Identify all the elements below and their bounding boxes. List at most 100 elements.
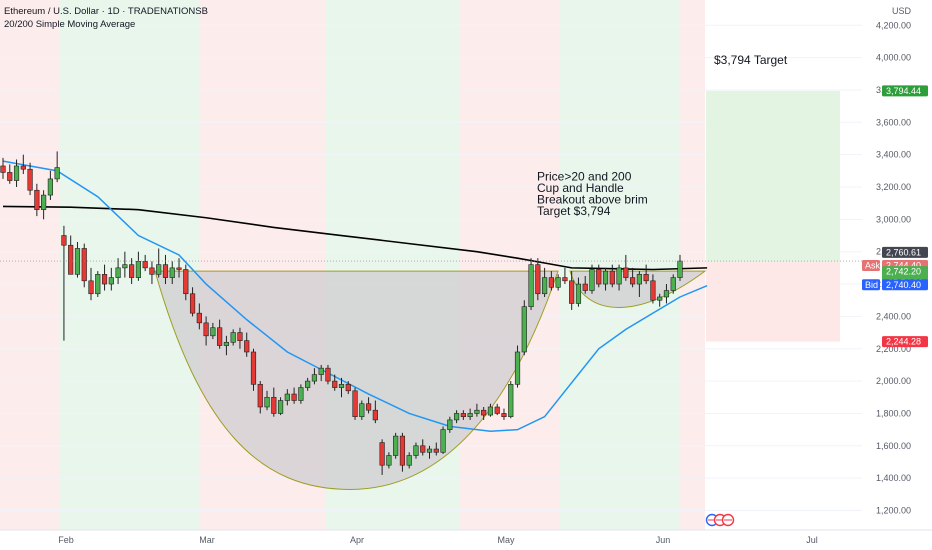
candle-body — [365, 403, 372, 411]
high-price-value: 2,760.61 — [886, 247, 921, 257]
candle-body — [230, 332, 236, 343]
y-tick-label: 1,400.00 — [876, 473, 911, 483]
candle-body — [183, 269, 189, 295]
candle — [663, 284, 670, 304]
candle — [257, 381, 263, 414]
bid-label: Bid — [865, 280, 878, 290]
candle — [169, 261, 175, 285]
candle-body — [196, 312, 202, 324]
candle-body — [101, 274, 108, 285]
session-band — [460, 0, 560, 530]
candle — [630, 267, 636, 288]
candle — [291, 387, 297, 404]
candle-body — [650, 280, 656, 301]
candle-body — [399, 435, 406, 466]
candle-body — [88, 280, 94, 295]
candle — [589, 264, 595, 294]
candle — [501, 408, 507, 420]
candle-body — [305, 380, 311, 388]
candle — [81, 243, 87, 288]
candle-body — [135, 261, 142, 278]
candle-body — [413, 445, 419, 456]
candle-body — [589, 269, 595, 291]
price-tags: 3,794.442,760.612,744.402,742.2005:54:30… — [862, 85, 928, 348]
candle-body — [406, 455, 412, 466]
candle — [657, 293, 663, 307]
candle — [643, 264, 649, 285]
indicator-title[interactable]: 20/200 Simple Moving Average — [4, 19, 136, 30]
candle — [677, 254, 683, 281]
note-line: Breakout above brim — [537, 193, 648, 207]
symbol-title[interactable]: Ethereum / U.S. Dollar · 1D · TRADENATIO… — [4, 6, 208, 17]
candle-body — [643, 274, 649, 282]
target-price-tag — [882, 85, 928, 97]
candle — [508, 381, 514, 419]
candle — [494, 403, 500, 416]
candle — [217, 319, 223, 349]
candle-body — [447, 419, 453, 430]
candle-body — [237, 332, 243, 341]
economic-events-icon[interactable] — [705, 513, 735, 527]
candle — [406, 452, 412, 469]
time-axis[interactable]: Feb Mar Apr May Jun Jul — [0, 529, 932, 545]
session-band — [560, 0, 680, 530]
candle-body — [7, 172, 13, 181]
candle-body — [156, 264, 162, 275]
candle — [244, 332, 250, 357]
candle — [481, 406, 487, 420]
candle — [271, 387, 277, 417]
candle-body — [609, 270, 615, 285]
candle — [203, 316, 209, 346]
candle-body — [494, 406, 500, 414]
candle-body — [81, 248, 87, 282]
x-tick-label: Jul — [806, 535, 818, 545]
candle — [365, 397, 372, 414]
candle-body — [298, 387, 304, 401]
candle — [318, 364, 324, 382]
candle — [277, 397, 284, 416]
candle-body — [210, 327, 216, 337]
candle-body — [115, 267, 121, 278]
bid-price-tag — [882, 279, 928, 291]
candle — [596, 264, 602, 288]
note-line: Target $3,794 — [537, 204, 611, 218]
candle-body — [217, 327, 223, 346]
candle-body — [20, 165, 26, 170]
candle-body — [352, 390, 358, 417]
candle — [569, 271, 575, 310]
candle-body — [541, 277, 548, 295]
candle-body — [386, 455, 392, 466]
candle-body — [514, 351, 521, 385]
candle — [47, 170, 53, 200]
candle-body — [677, 260, 683, 278]
candle — [440, 426, 446, 454]
x-tick-label: May — [497, 535, 515, 545]
candle-body — [474, 409, 480, 414]
candle — [528, 258, 534, 310]
candle — [548, 271, 554, 291]
candle-body — [27, 168, 33, 191]
candle — [345, 381, 351, 395]
last-price-value: 2,742.20 — [886, 267, 921, 277]
candle-body — [149, 267, 155, 275]
candle — [210, 322, 216, 340]
ask-badge — [862, 260, 880, 272]
y-tick-label: 4,200.00 — [876, 20, 911, 30]
session-bands — [0, 0, 705, 530]
candlesticks — [0, 151, 683, 475]
y-tick-label: 4,000.00 — [876, 53, 911, 63]
candle — [101, 264, 108, 291]
candle — [311, 368, 318, 385]
candle — [176, 258, 182, 278]
candle-body — [318, 367, 324, 375]
candle-body — [630, 277, 636, 285]
candle-body — [467, 413, 473, 417]
candle-body — [616, 267, 622, 285]
candle-body — [379, 442, 385, 466]
candle — [162, 254, 169, 285]
candle-body — [481, 409, 487, 416]
candle-body — [332, 380, 338, 388]
candle — [332, 374, 338, 391]
candle — [74, 241, 81, 278]
